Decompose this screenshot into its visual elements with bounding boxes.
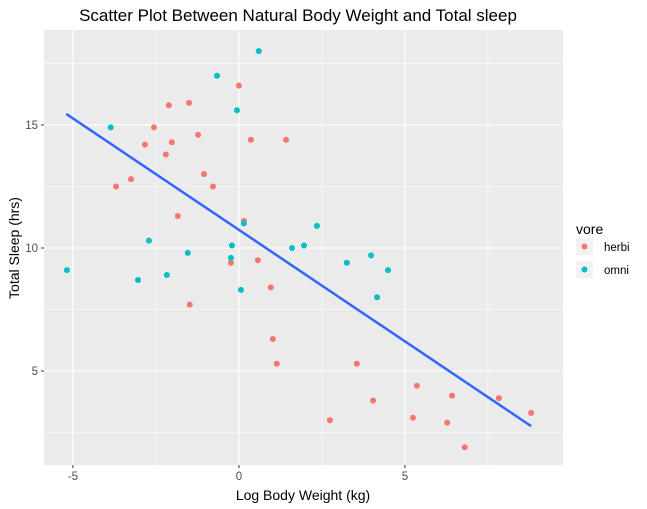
point-omni	[233, 107, 240, 114]
point-herbi	[165, 102, 172, 109]
point-herbi	[210, 183, 217, 190]
point-herbi	[283, 136, 290, 143]
legend-marker-omni	[581, 266, 588, 273]
point-omni	[343, 259, 350, 266]
points	[63, 48, 535, 451]
regression-line	[65, 112, 532, 428]
point-herbi	[162, 151, 169, 158]
point-herbi	[150, 124, 157, 131]
point-herbi	[113, 183, 120, 190]
legend-title: vore	[576, 221, 603, 237]
point-herbi	[444, 419, 451, 426]
point-omni	[227, 254, 234, 261]
point-herbi	[201, 171, 208, 178]
point-omni	[374, 294, 381, 301]
point-omni	[184, 249, 191, 256]
point-omni	[237, 286, 244, 293]
point-herbi	[254, 257, 261, 264]
point-herbi	[235, 82, 242, 89]
axes: -5 0 5 5 10 15	[25, 120, 408, 483]
point-omni	[134, 276, 141, 283]
point-herbi	[267, 284, 274, 291]
point-omni	[255, 48, 262, 55]
legend-label-omni: omni	[604, 265, 629, 277]
chart-title: Scatter Plot Between Natural Body Weight…	[79, 6, 517, 25]
x-axis-label: Log Body Weight (kg)	[236, 487, 370, 503]
point-herbi	[370, 397, 377, 404]
point-herbi	[528, 409, 535, 416]
x-tick-label: -5	[68, 471, 78, 483]
point-omni	[228, 242, 235, 249]
point-omni	[163, 272, 170, 279]
point-omni	[107, 124, 114, 131]
point-omni	[289, 244, 296, 251]
legend-marker-herbi	[581, 243, 588, 250]
point-herbi	[353, 360, 360, 367]
point-herbi	[273, 360, 280, 367]
y-axis-label: Total Sleep (hrs)	[6, 197, 22, 299]
point-herbi	[247, 136, 254, 143]
point-herbi	[195, 131, 202, 138]
legend-label-herbi: herbi	[604, 242, 630, 254]
point-herbi	[326, 417, 333, 424]
legend: vore herbi omni	[576, 221, 630, 278]
point-herbi	[413, 382, 420, 389]
point-herbi	[127, 176, 134, 183]
point-herbi	[186, 301, 193, 308]
y-tick-label: 5	[32, 366, 38, 378]
point-omni	[214, 72, 220, 79]
point-herbi	[409, 414, 416, 421]
x-tick-label: 0	[236, 471, 242, 483]
y-tick-label: 15	[25, 120, 38, 132]
point-omni	[145, 237, 152, 244]
point-omni	[313, 222, 320, 229]
point-omni	[240, 220, 247, 227]
fit-line	[65, 112, 532, 428]
point-herbi	[186, 99, 193, 106]
point-omni	[368, 252, 375, 259]
point-herbi	[168, 139, 175, 146]
point-herbi	[461, 444, 468, 451]
point-herbi	[449, 392, 456, 399]
point-herbi	[227, 259, 234, 266]
point-omni	[385, 267, 392, 274]
point-herbi	[174, 213, 181, 220]
point-omni	[300, 242, 307, 249]
point-herbi	[269, 336, 276, 343]
point-herbi	[495, 395, 502, 402]
point-herbi	[141, 141, 148, 148]
point-omni	[63, 267, 70, 274]
x-tick-label: 5	[402, 471, 408, 483]
y-tick-label: 10	[25, 243, 38, 255]
